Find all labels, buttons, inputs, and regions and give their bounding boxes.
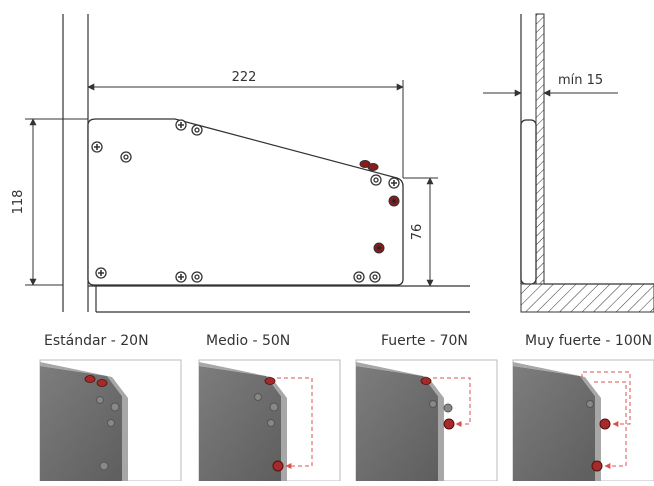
strength-label-very-strong: Muy fuerte - 100N: [525, 333, 652, 349]
dimension-height-label: 118: [11, 190, 26, 215]
strength-photo-very-strong: [512, 359, 654, 482]
dimension-width-label: 222: [232, 70, 257, 85]
screw-icon: [95, 267, 107, 279]
wall-section-hatched: [535, 13, 545, 285]
hole-ring-icon: [120, 124, 382, 283]
magnet-hole-icon: [359, 160, 400, 254]
dimension-min-wall-label: mín 15: [558, 73, 603, 88]
floor-section-hatched: [520, 283, 654, 313]
strength-label-strong: Fuerte - 70N: [381, 333, 468, 349]
strength-photo-standard: [39, 359, 182, 482]
screw-icon: [175, 271, 187, 283]
plate-section: [520, 119, 537, 285]
side-section-view: mín 15: [483, 13, 654, 313]
mounting-plate: [87, 118, 404, 286]
strength-label-medium: Medio - 50N: [206, 333, 290, 349]
screw-icon: [91, 141, 103, 153]
strength-label-standard: Estándar - 20N: [44, 333, 149, 349]
dimension-step-label: 76: [410, 224, 425, 241]
front-view: 222 118 76: [11, 14, 470, 313]
screw-icon: [388, 177, 400, 189]
strength-photo-medium: [198, 359, 341, 482]
screw-icon: [175, 119, 187, 131]
strength-photo-strong: [355, 359, 498, 482]
